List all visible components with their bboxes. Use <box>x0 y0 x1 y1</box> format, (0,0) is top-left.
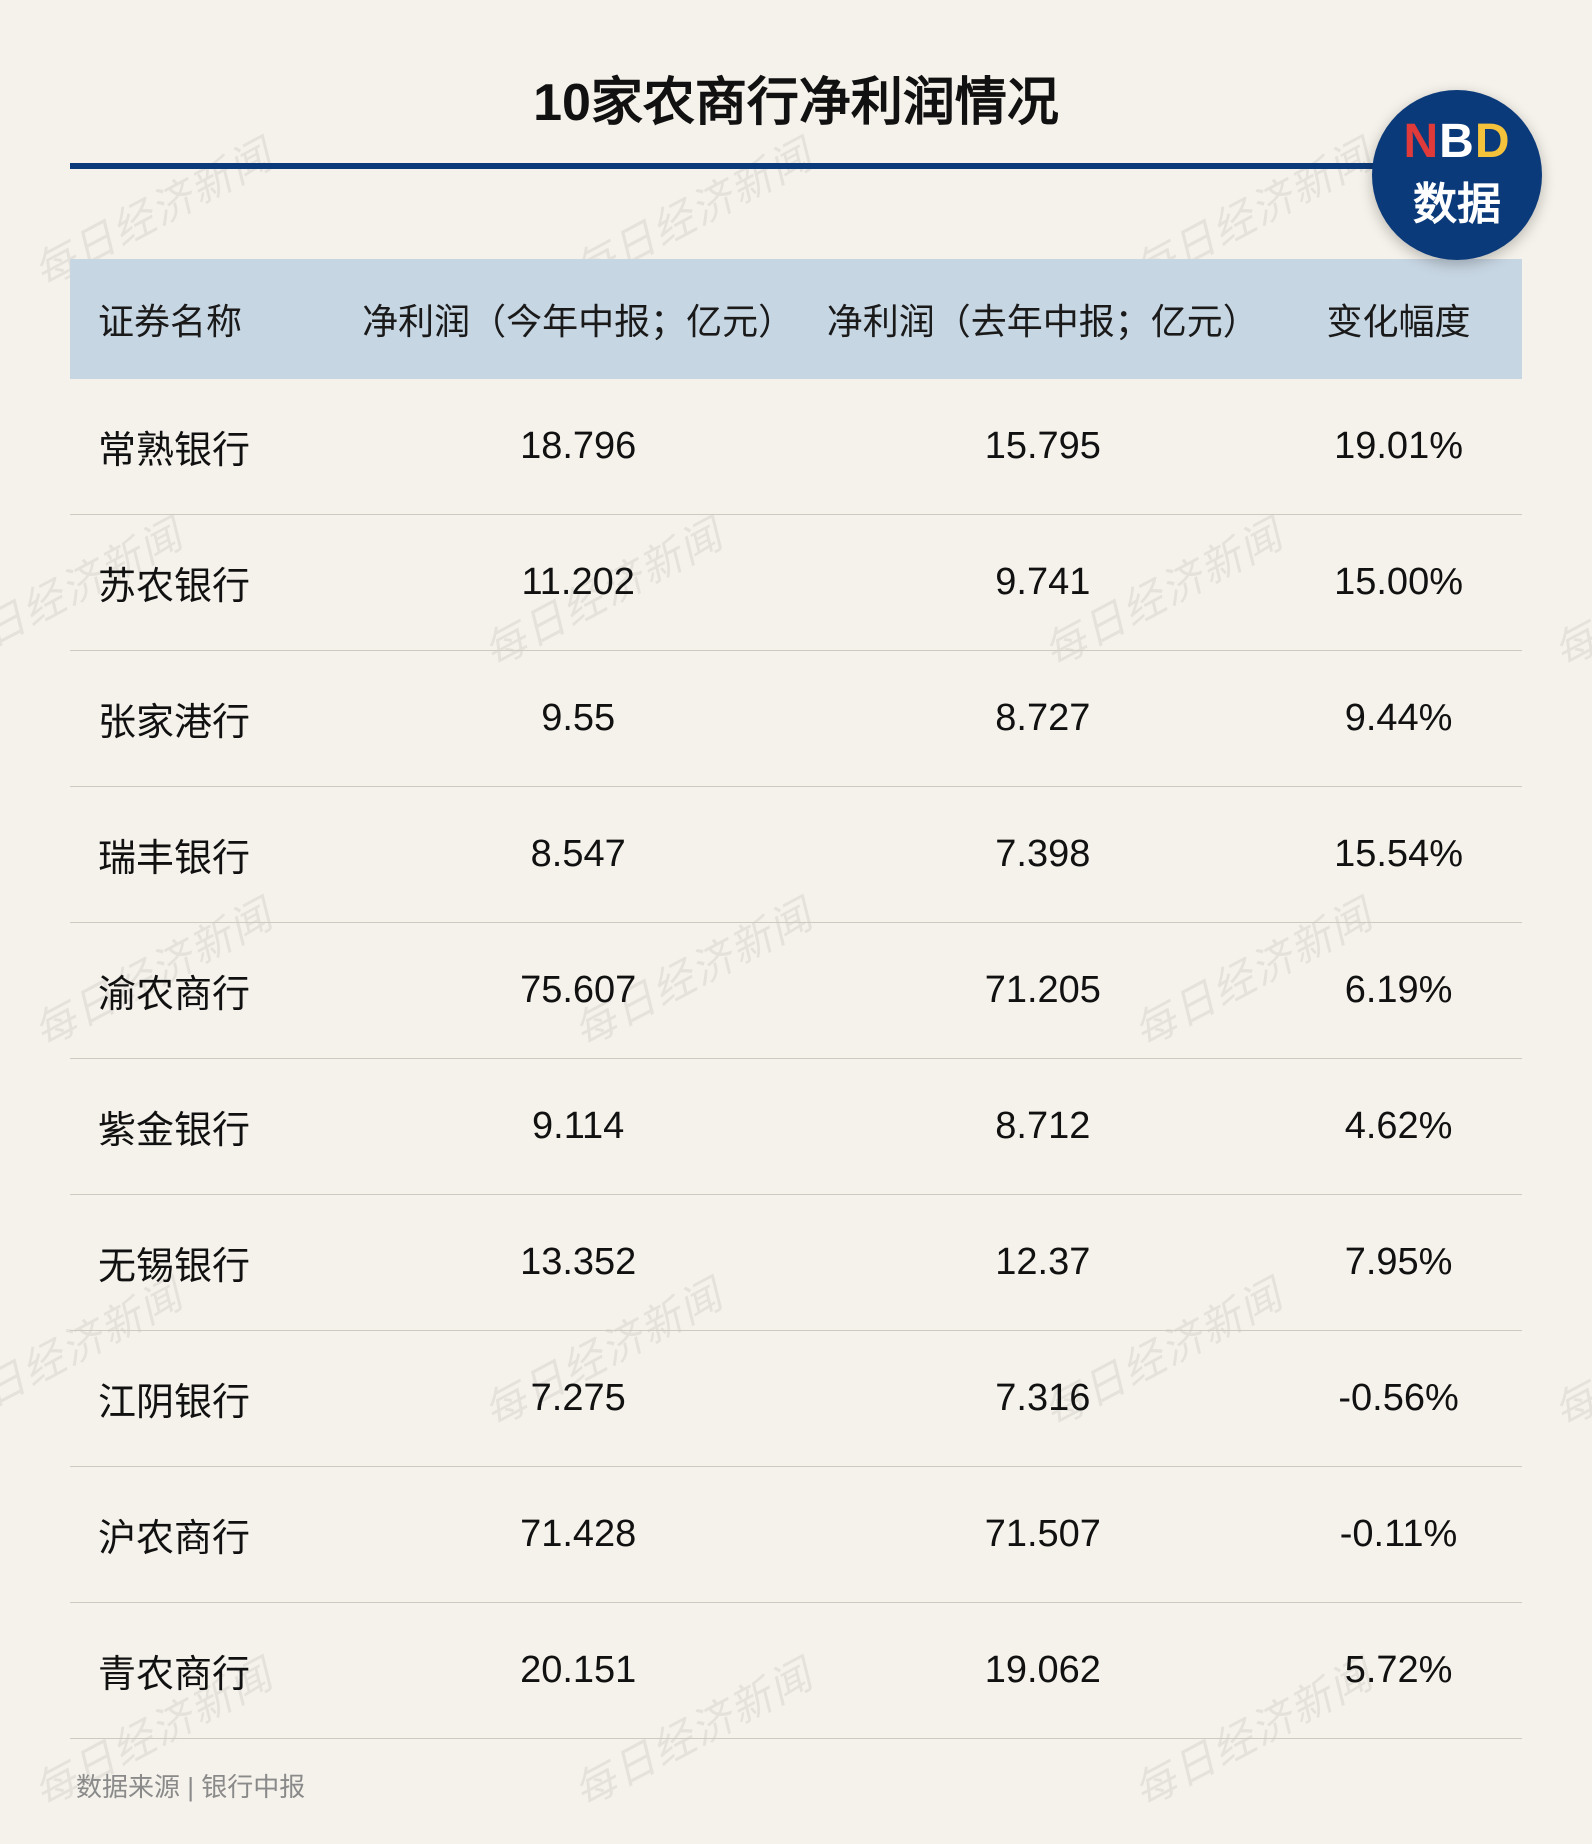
table-row: 常熟银行18.79615.79519.01% <box>70 379 1522 515</box>
cell-name: 无锡银行 <box>70 1195 346 1331</box>
title-underline <box>70 163 1522 169</box>
page-title: 10家农商行净利润情况 <box>533 60 1059 135</box>
table-row: 张家港行9.558.7279.44% <box>70 651 1522 787</box>
cell-name: 青农商行 <box>70 1603 346 1739</box>
cell-last-year: 71.507 <box>811 1467 1276 1603</box>
cell-this-year: 13.352 <box>346 1195 811 1331</box>
cell-name: 江阴银行 <box>70 1331 346 1467</box>
table-header-row: 证券名称 净利润（今年中报；亿元） 净利润（去年中报；亿元） 变化幅度 <box>70 259 1522 379</box>
table-row: 渝农商行75.60771.2056.19% <box>70 923 1522 1059</box>
cell-change: 6.19% <box>1275 923 1522 1059</box>
nbd-logo-n: N <box>1403 115 1439 168</box>
cell-this-year: 75.607 <box>346 923 811 1059</box>
cell-change: -0.56% <box>1275 1331 1522 1467</box>
col-header-change: 变化幅度 <box>1275 259 1522 379</box>
cell-name: 沪农商行 <box>70 1467 346 1603</box>
cell-last-year: 8.727 <box>811 651 1276 787</box>
cell-change: 15.54% <box>1275 787 1522 923</box>
cell-last-year: 12.37 <box>811 1195 1276 1331</box>
cell-this-year: 9.114 <box>346 1059 811 1195</box>
profit-table: 证券名称 净利润（今年中报；亿元） 净利润（去年中报；亿元） 变化幅度 常熟银行… <box>70 259 1522 1739</box>
col-header-thisyear: 净利润（今年中报；亿元） <box>346 259 811 379</box>
cell-this-year: 20.151 <box>346 1603 811 1739</box>
cell-this-year: 11.202 <box>346 515 811 651</box>
cell-change: 7.95% <box>1275 1195 1522 1331</box>
cell-last-year: 8.712 <box>811 1059 1276 1195</box>
cell-change: 19.01% <box>1275 379 1522 515</box>
col-header-lastyear: 净利润（去年中报；亿元） <box>811 259 1276 379</box>
table-body: 常熟银行18.79615.79519.01%苏农银行11.2029.74115.… <box>70 379 1522 1739</box>
data-source-label: 数据来源 | 银行中报 <box>70 1767 1522 1804</box>
nbd-logo-badge: NBD 数据 <box>1372 90 1542 260</box>
table-row: 紫金银行9.1148.7124.62% <box>70 1059 1522 1195</box>
cell-name: 苏农银行 <box>70 515 346 651</box>
cell-name: 瑞丰银行 <box>70 787 346 923</box>
cell-this-year: 18.796 <box>346 379 811 515</box>
nbd-logo-b: B <box>1439 115 1475 168</box>
cell-this-year: 7.275 <box>346 1331 811 1467</box>
cell-last-year: 19.062 <box>811 1603 1276 1739</box>
cell-change: 5.72% <box>1275 1603 1522 1739</box>
nbd-logo-line1: NBD <box>1403 118 1510 166</box>
table-row: 瑞丰银行8.5477.39815.54% <box>70 787 1522 923</box>
cell-change: -0.11% <box>1275 1467 1522 1603</box>
nbd-logo-line2: 数据 <box>1413 168 1501 232</box>
table-row: 江阴银行7.2757.316-0.56% <box>70 1331 1522 1467</box>
table-wrap: 证券名称 净利润（今年中报；亿元） 净利润（去年中报；亿元） 变化幅度 常熟银行… <box>70 259 1522 1739</box>
cell-name: 渝农商行 <box>70 923 346 1059</box>
cell-last-year: 7.398 <box>811 787 1276 923</box>
cell-name: 紫金银行 <box>70 1059 346 1195</box>
table-row: 青农商行20.15119.0625.72% <box>70 1603 1522 1739</box>
table-row: 苏农银行11.2029.74115.00% <box>70 515 1522 651</box>
cell-last-year: 7.316 <box>811 1331 1276 1467</box>
cell-change: 9.44% <box>1275 651 1522 787</box>
cell-name: 常熟银行 <box>70 379 346 515</box>
cell-change: 4.62% <box>1275 1059 1522 1195</box>
cell-last-year: 9.741 <box>811 515 1276 651</box>
cell-last-year: 15.795 <box>811 379 1276 515</box>
cell-change: 15.00% <box>1275 515 1522 651</box>
cell-last-year: 71.205 <box>811 923 1276 1059</box>
cell-name: 张家港行 <box>70 651 346 787</box>
table-row: 无锡银行13.35212.377.95% <box>70 1195 1522 1331</box>
title-row: 10家农商行净利润情况 NBD 数据 <box>70 60 1522 169</box>
cell-this-year: 71.428 <box>346 1467 811 1603</box>
col-header-name: 证券名称 <box>70 259 346 379</box>
table-row: 沪农商行71.42871.507-0.11% <box>70 1467 1522 1603</box>
page-container: 10家农商行净利润情况 NBD 数据 证券名称 净利润（今年中报；亿元） 净利润… <box>0 0 1592 1844</box>
cell-this-year: 9.55 <box>346 651 811 787</box>
nbd-logo-d: D <box>1475 115 1511 168</box>
cell-this-year: 8.547 <box>346 787 811 923</box>
